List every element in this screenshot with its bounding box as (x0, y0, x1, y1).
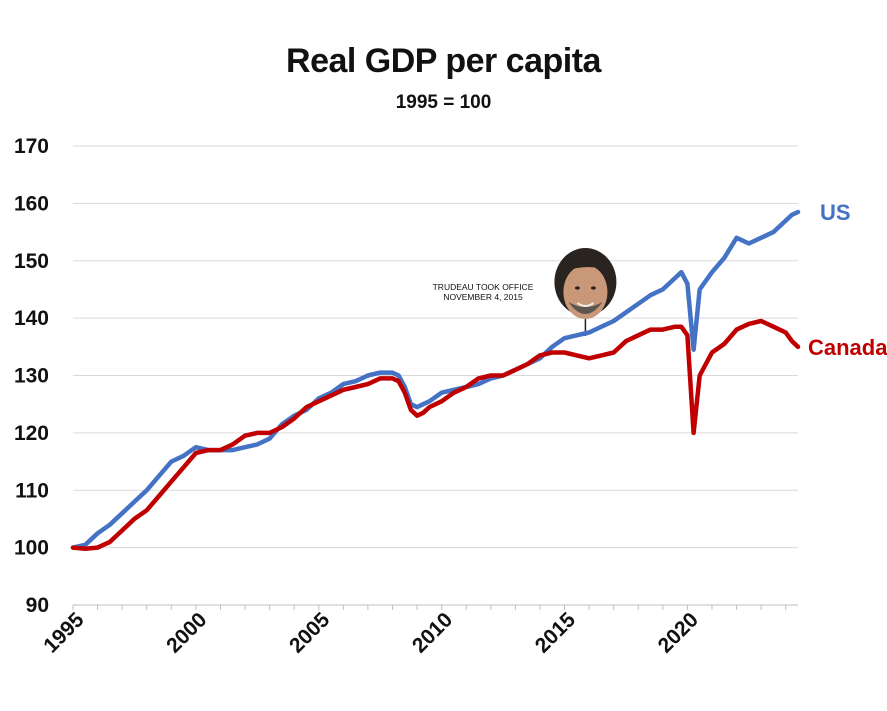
series-labels: US Canada (808, 200, 887, 360)
x-tick-label: 2015 (531, 608, 581, 658)
y-tick-label: 160 (14, 192, 49, 215)
y-tick-label: 90 (26, 594, 49, 617)
y-tick-label: 170 (14, 135, 49, 158)
y-axis: 90 100 110 120 130 140 150 160 170 (14, 135, 49, 617)
y-tick-label: 110 (15, 479, 49, 502)
x-tick-label: 2005 (285, 608, 335, 658)
series-label-us: US (820, 200, 851, 225)
series-group (70, 209, 801, 552)
y-tick-label: 100 (14, 537, 49, 560)
x-tick-label: 2020 (654, 608, 703, 657)
y-tick-label: 140 (14, 307, 49, 330)
annotation-line-2: NOVEMBER 4, 2015 (443, 292, 523, 302)
x-tick-label: 2000 (162, 608, 211, 657)
x-tick-label: 2010 (408, 608, 457, 657)
y-tick-label: 130 (14, 365, 49, 388)
series-label-canada: Canada (808, 335, 887, 360)
y-tick-label: 150 (14, 250, 49, 273)
portrait-icon (554, 248, 617, 319)
y-tick-label: 120 (14, 422, 49, 445)
chart-subtitle: 1995 = 100 (395, 92, 492, 113)
series-line-canada (70, 318, 801, 552)
annotation-line-1: TRUDEAU TOOK OFFICE (433, 282, 534, 292)
x-axis: 1995 2000 2005 2010 2015 2020 (39, 604, 798, 658)
chart-title: Real GDP per capita (286, 42, 601, 80)
